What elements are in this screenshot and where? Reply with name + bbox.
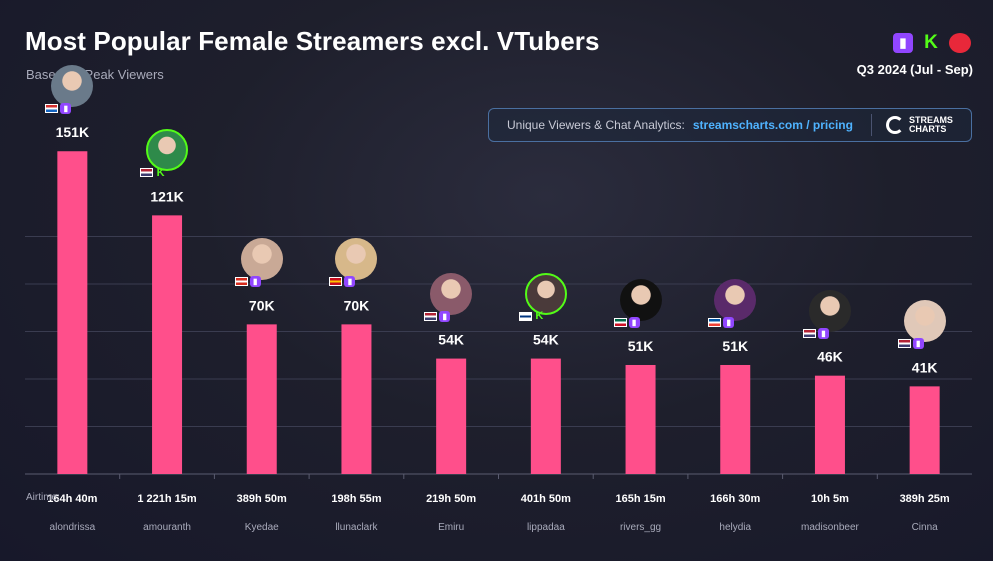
value-label: 54K bbox=[533, 332, 559, 348]
bar-Cinna bbox=[909, 386, 940, 474]
bar-rivers_gg bbox=[625, 364, 656, 474]
airtime-value: 10h 5m bbox=[811, 493, 849, 505]
streamscharts-logo: STREAMS CHARTS bbox=[885, 115, 953, 134]
youtube-icon bbox=[949, 33, 971, 53]
streamer-name: Emiru bbox=[438, 522, 464, 533]
avatar bbox=[335, 238, 378, 281]
flag-icon bbox=[802, 328, 816, 338]
value-label: 70K bbox=[344, 297, 370, 313]
twitch-icon: ▮ bbox=[249, 276, 261, 288]
bar-lippadaa bbox=[530, 358, 561, 474]
airtime-value: 389h 50m bbox=[237, 493, 287, 505]
flag-icon bbox=[140, 168, 154, 178]
value-label: 70K bbox=[249, 297, 275, 313]
streamer-name: madisonbeer bbox=[801, 522, 859, 533]
logo-line1: STREAMS bbox=[908, 115, 953, 125]
value-label: 151K bbox=[56, 124, 89, 140]
avatar-madisonbeer[interactable]: ▮ bbox=[802, 289, 851, 339]
chart-title: Most Popular Female Streamers excl. VTub… bbox=[25, 26, 600, 56]
avatar bbox=[240, 238, 283, 281]
avatar bbox=[51, 65, 94, 108]
bar-madisonbeer bbox=[814, 375, 845, 474]
avatar-llunaclark[interactable]: ▮ bbox=[329, 238, 378, 288]
value-label: 121K bbox=[150, 188, 183, 204]
airtime-value: 164h 40m bbox=[47, 493, 97, 505]
avatar bbox=[619, 278, 662, 321]
avatar-helydia[interactable]: ▮ bbox=[708, 278, 757, 328]
avatar bbox=[808, 289, 851, 332]
avatar bbox=[524, 272, 567, 315]
bar-amouranth bbox=[152, 215, 183, 475]
kick-icon: K bbox=[156, 166, 165, 179]
avatar bbox=[903, 300, 946, 343]
flag-icon bbox=[424, 311, 438, 321]
airtime-value: 219h 50m bbox=[426, 493, 476, 505]
twitch-icon: ▮ bbox=[439, 310, 451, 322]
streamer-name: rivers_gg bbox=[620, 522, 661, 533]
bar-Kyedae bbox=[246, 324, 277, 474]
streamer-name: Cinna bbox=[912, 522, 939, 533]
twitch-icon: ▮ bbox=[344, 276, 356, 288]
promo-text: Unique Viewers & Chat Analytics: bbox=[507, 118, 685, 132]
flag-icon bbox=[518, 311, 532, 321]
avatar-Cinna[interactable]: ▮ bbox=[897, 300, 946, 350]
twitch-icon: ▮ bbox=[60, 103, 72, 115]
value-label: 54K bbox=[438, 332, 464, 348]
avatar-Kyedae[interactable]: ▮ bbox=[234, 238, 283, 288]
promo-divider bbox=[870, 114, 872, 136]
streamer-name: amouranth bbox=[143, 522, 191, 533]
avatar-rivers_gg[interactable]: ▮ bbox=[613, 278, 662, 328]
streamer-name: helydia bbox=[719, 522, 751, 533]
twitch-icon: ▮ bbox=[723, 316, 735, 328]
twitch-icon: ▮ bbox=[628, 316, 640, 328]
promo-link[interactable]: streamscharts.com / pricing bbox=[692, 118, 853, 132]
flag-icon bbox=[329, 277, 343, 287]
airtime-value: 1 221h 15m bbox=[137, 493, 197, 505]
flag-icon bbox=[613, 317, 627, 327]
avatar-lippadaa[interactable]: K bbox=[518, 272, 567, 322]
avatar-Emiru[interactable]: ▮ bbox=[424, 272, 473, 322]
twitch-icon: ▮ bbox=[817, 327, 829, 339]
bar-alondrissa bbox=[57, 151, 88, 475]
value-label: 51K bbox=[628, 338, 654, 354]
platform-icons: ▮ K bbox=[893, 32, 971, 53]
kick-icon: K bbox=[535, 310, 544, 323]
streamscharts-logo-icon bbox=[885, 116, 904, 134]
airtime-value: 198h 55m bbox=[331, 493, 381, 505]
kick-icon: K bbox=[924, 32, 938, 53]
avatar bbox=[430, 272, 473, 315]
streamer-name: alondrissa bbox=[50, 522, 96, 533]
streamer-name: llunaclark bbox=[335, 522, 378, 533]
period-label: Q3 2024 (Jul - Sep) bbox=[856, 62, 973, 77]
twitch-icon: ▮ bbox=[912, 338, 924, 350]
value-label: 41K bbox=[912, 359, 938, 375]
flag-icon bbox=[45, 104, 59, 114]
flag-icon bbox=[897, 339, 911, 349]
airtime-label: Airtime: bbox=[26, 492, 60, 503]
bar-Emiru bbox=[436, 358, 467, 474]
bar-helydia bbox=[720, 364, 751, 474]
avatar-alondrissa[interactable]: ▮ bbox=[45, 65, 94, 115]
value-label: 51K bbox=[722, 338, 748, 354]
flag-icon bbox=[234, 277, 248, 287]
streamer-name: lippadaa bbox=[527, 522, 565, 533]
logo-line2: CHARTS bbox=[908, 124, 947, 134]
value-label: 46K bbox=[817, 349, 843, 365]
avatar bbox=[714, 278, 757, 321]
airtime-value: 389h 25m bbox=[900, 493, 950, 505]
promo-banner[interactable]: Unique Viewers & Chat Analytics: streams… bbox=[488, 108, 972, 142]
airtime-value: 401h 50m bbox=[521, 493, 571, 505]
avatar bbox=[146, 129, 189, 172]
avatar-amouranth[interactable]: K bbox=[140, 129, 189, 179]
airtime-value: 165h 15m bbox=[615, 493, 665, 505]
streamer-name: Kyedae bbox=[245, 522, 279, 533]
flag-icon bbox=[708, 317, 722, 327]
bar-llunaclark bbox=[341, 324, 372, 474]
airtime-value: 166h 30m bbox=[710, 493, 760, 505]
twitch-icon: ▮ bbox=[893, 33, 913, 53]
